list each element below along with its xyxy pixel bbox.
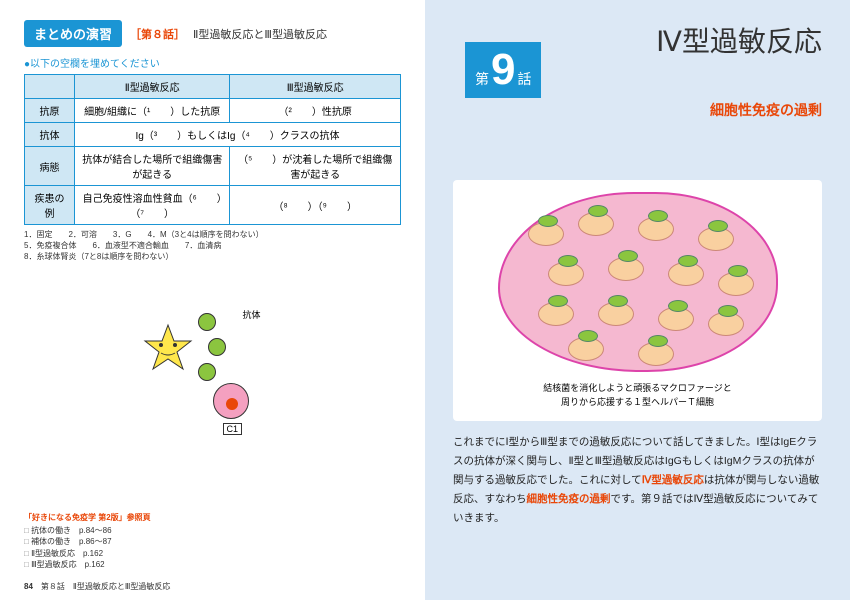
chapter-header: Ⅳ型過敏反応 第 9 話 細胞性免疫の過剰 bbox=[425, 0, 850, 130]
illustration: 抗体 C1 bbox=[113, 293, 313, 443]
answers: 1．固定 2．可溶 3．G 4．M（3と4は順序を問わない） 5．免疫複合体 6… bbox=[24, 229, 401, 263]
col-header-2: Ⅲ型過敏反応 bbox=[230, 75, 401, 99]
right-page: Ⅳ型過敏反応 第 9 話 細胞性免疫の過剰 結核菌を消化しようと頑張るマクロファ… bbox=[425, 0, 850, 600]
label-antibody: 抗体 bbox=[243, 308, 261, 321]
col-header-1: Ⅱ型過敏反応 bbox=[75, 75, 230, 99]
pacman-icon bbox=[198, 313, 216, 331]
chapter-subtitle: Ⅱ型過敏反応とⅢ型過敏反応 bbox=[193, 26, 327, 42]
blob-illustration bbox=[498, 192, 778, 372]
summary-badge: まとめの演習 bbox=[24, 20, 122, 47]
figure-panel: 結核菌を消化しようと頑張るマクロファージと 周りから応援する１型ヘルパーＴ細胞 bbox=[453, 180, 822, 421]
row-header: 抗原 bbox=[25, 99, 75, 123]
ref-item: Ⅲ型過敏反応 p.162 bbox=[24, 559, 151, 570]
row-header: 疾患の例 bbox=[25, 186, 75, 225]
left-page: まとめの演習 ［第８話］ Ⅱ型過敏反応とⅢ型過敏反応 ●以下の空欄を埋めてくださ… bbox=[0, 0, 425, 600]
chapter-title: Ⅳ型過敏反応 bbox=[656, 20, 822, 60]
body-text: これまでにⅠ型からⅢ型までの過敏反応について話してきました。Ⅰ型はIgEクラスの… bbox=[453, 433, 822, 527]
figure-caption: 結核菌を消化しようと頑張るマクロファージと 周りから応援する１型ヘルパーＴ細胞 bbox=[465, 382, 810, 409]
row-header: 抗体 bbox=[25, 123, 75, 147]
ref-item: 抗体の働き p.84～86 bbox=[24, 525, 151, 536]
star-icon bbox=[143, 323, 193, 373]
chapter-subtitle: 細胞性免疫の過剰 bbox=[710, 100, 822, 120]
instruction: ●以下の空欄を埋めてください bbox=[24, 55, 401, 70]
pacman-icon bbox=[208, 338, 226, 356]
row-header: 病態 bbox=[25, 147, 75, 186]
page-footer: 84 第８話 Ⅱ型過敏反応とⅢ型過敏反応 bbox=[24, 581, 170, 592]
chapter-label: ［第８話］ bbox=[130, 26, 185, 42]
ref-item: 補体の働き p.86～87 bbox=[24, 536, 151, 547]
pacman-icon bbox=[198, 363, 216, 381]
label-c1: C1 bbox=[223, 423, 243, 435]
ref-item: Ⅱ型過敏反応 p.162 bbox=[24, 548, 151, 559]
page-header: まとめの演習 ［第８話］ Ⅱ型過敏反応とⅢ型過敏反応 bbox=[24, 20, 401, 47]
ref-title: 「好きになる免疫学 第2版」参照頁 bbox=[24, 512, 151, 523]
chapter-number-badge: 第 9 話 bbox=[465, 42, 541, 98]
cell-icon bbox=[213, 383, 249, 419]
reference-block: 「好きになる免疫学 第2版」参照頁 抗体の働き p.84～86 補体の働き p.… bbox=[24, 512, 151, 570]
comparison-table: Ⅱ型過敏反応Ⅲ型過敏反応 抗原細胞/組織に（¹ ）した抗原（² ）性抗原 抗体I… bbox=[24, 74, 401, 225]
